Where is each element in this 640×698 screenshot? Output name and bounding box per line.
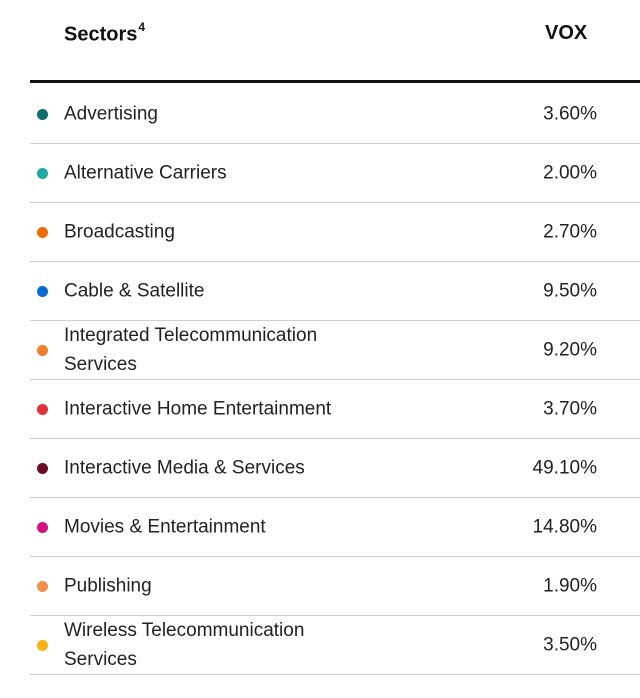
table-row: Alternative Carriers 2.00% [30,144,640,203]
sector-color-dot [37,463,48,474]
fund-column-header: VOX [545,22,588,44]
table-row: Advertising 3.60% [30,85,640,144]
sector-color-dot [37,109,48,120]
sector-color-dot [37,345,48,356]
sector-color-dot [37,286,48,297]
sector-color-dot [37,640,48,651]
table-header: Sectors4 VOX [30,0,640,83]
sectors-column-header: Sectors4 [64,20,146,47]
sector-name: Interactive Media & Services [64,457,305,479]
sector-weight: 9.50% [543,280,597,302]
sector-weight: 49.10% [532,457,597,479]
sector-weight: 14.80% [532,516,597,538]
table-row: Integrated Telecommunication Services 9.… [30,321,640,380]
table-row: Wireless Telecommunication Services 3.50… [30,616,640,675]
sector-weight: 1.90% [543,575,597,597]
sector-weight: 2.00% [543,162,597,184]
sector-weight: 3.50% [543,634,597,656]
sector-name: Wireless Telecommunication Services [64,620,305,670]
table-row: Cable & Satellite 9.50% [30,262,640,321]
sector-color-dot [37,581,48,592]
sector-color-dot [37,522,48,533]
sector-name: Movies & Entertainment [64,516,266,538]
sector-name: Publishing [64,575,152,597]
sectors-header-label: Sectors [64,23,138,46]
sector-color-dot [37,168,48,179]
sector-name: Alternative Carriers [64,162,227,184]
sector-weight: 2.70% [543,221,597,243]
sector-name: Cable & Satellite [64,280,205,302]
sector-weight: 3.70% [543,398,597,420]
sector-name: Broadcasting [64,221,175,243]
table-row: Publishing 1.90% [30,557,640,616]
table-row: Broadcasting 2.70% [30,203,640,262]
table-row: Interactive Media & Services 49.10% [30,439,640,498]
sector-weight: 9.20% [543,339,597,361]
sector-color-dot [37,227,48,238]
sector-weight: 3.60% [543,103,597,125]
sector-name: Integrated Telecommunication Services [64,325,318,375]
table-row: Interactive Home Entertainment 3.70% [30,380,640,439]
table-body: Advertising 3.60% Alternative Carriers 2… [30,85,640,675]
footnote-marker[interactable]: 4 [138,20,146,34]
table-row: Movies & Entertainment 14.80% [30,498,640,557]
sector-name: Interactive Home Entertainment [64,398,332,420]
sector-color-dot [37,404,48,415]
sector-name: Advertising [64,103,158,125]
